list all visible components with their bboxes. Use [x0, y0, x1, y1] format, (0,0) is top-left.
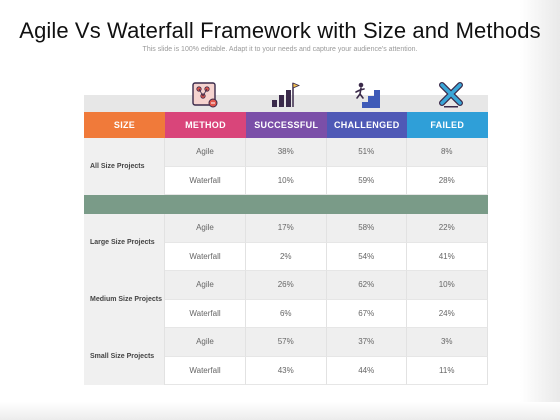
header-challenged: CHALLENGED [326, 112, 407, 138]
method-cell: Agile [165, 214, 246, 243]
successful-cell: 57% [246, 328, 327, 357]
slide-edge-shadow [520, 0, 560, 420]
challenged-cell: 59% [326, 166, 407, 195]
challenged-cell: 54% [326, 242, 407, 271]
method-cell: Agile [165, 328, 246, 357]
row-group: All Size Projects Agile 38% 51% 8% Waterfall 1… [84, 138, 488, 195]
section-separator [84, 195, 488, 214]
challenged-cell: 44% [326, 356, 407, 385]
failed-cell: 11% [407, 356, 488, 385]
challenged-cell: 37% [326, 328, 407, 357]
slide-title: Agile Vs Waterfall Framework with Size a… [19, 18, 541, 43]
successful-cell: 17% [246, 214, 327, 243]
group-size-label: Medium Size Projects [84, 271, 165, 328]
group-size-label: All Size Projects [84, 138, 165, 195]
comparison-table: SIZE METHOD SUCCESSFUL CHALLENGED FAILED… [84, 112, 488, 385]
table-body: All Size Projects Agile 38% 51% 8% Waterfall 1… [84, 138, 488, 385]
failed-cell: 28% [407, 166, 488, 195]
header-method: METHOD [165, 112, 246, 138]
successful-cell: 2% [246, 242, 327, 271]
table-row: Waterfall 10% 59% 28% [84, 166, 488, 195]
successful-cell: 26% [246, 271, 327, 300]
successful-cell: 10% [246, 166, 327, 195]
method-cell: Agile [165, 138, 246, 167]
table-row: Agile 26% 62% 10% [84, 271, 488, 300]
method-cell: Waterfall [165, 166, 246, 195]
group-size-label: Large Size Projects [84, 214, 165, 271]
table-row: Waterfall 43% 44% 11% [84, 356, 488, 385]
clipboard-chart-icon [192, 82, 218, 108]
slide-bottom-shadow [0, 402, 560, 420]
successful-cell: 38% [246, 138, 327, 167]
header-size: SIZE [84, 112, 165, 138]
climbing-stairs-icon [354, 82, 380, 108]
method-cell: Waterfall [165, 356, 246, 385]
row-group: Large Size Projects Agile 17% 58% 22% Waterfa… [84, 214, 488, 271]
failed-cell: 8% [407, 138, 488, 167]
group-size-label: Small Size Projects [84, 328, 165, 385]
table-row: Agile 57% 37% 3% [84, 328, 488, 357]
challenged-cell: 62% [326, 271, 407, 300]
header-failed: FAILED [407, 112, 488, 138]
header-successful: SUCCESSFUL [246, 112, 327, 138]
table-row: Waterfall 2% 54% 41% [84, 242, 488, 271]
challenged-cell: 67% [326, 299, 407, 328]
successful-cell: 6% [246, 299, 327, 328]
table-row: Agile 17% 58% 22% [84, 214, 488, 243]
failed-cell: 3% [407, 328, 488, 357]
failed-cell: 41% [407, 242, 488, 271]
challenged-cell: 51% [326, 138, 407, 167]
failed-cell: 24% [407, 299, 488, 328]
method-cell: Waterfall [165, 242, 246, 271]
challenged-cell: 58% [326, 214, 407, 243]
successful-cell: 43% [246, 356, 327, 385]
table-row: Waterfall 6% 67% 24% [84, 299, 488, 328]
failed-cell: 10% [407, 271, 488, 300]
row-group: Small Size Projects Agile 57% 37% 3% Waterfal… [84, 328, 488, 385]
growth-bars-flag-icon [272, 82, 300, 107]
table-row: Agile 38% 51% 8% [84, 138, 488, 167]
slide-subtitle: This slide is 100% editable. Adapt it to… [142, 46, 418, 53]
failed-cell: 22% [407, 214, 488, 243]
method-cell: Agile [165, 271, 246, 300]
table-header-row: SIZE METHOD SUCCESSFUL CHALLENGED FAILED [84, 112, 488, 138]
row-group: Medium Size Projects Agile 26% 62% 10% Waterf… [84, 271, 488, 328]
failed-x-icon [439, 82, 463, 108]
method-cell: Waterfall [165, 299, 246, 328]
